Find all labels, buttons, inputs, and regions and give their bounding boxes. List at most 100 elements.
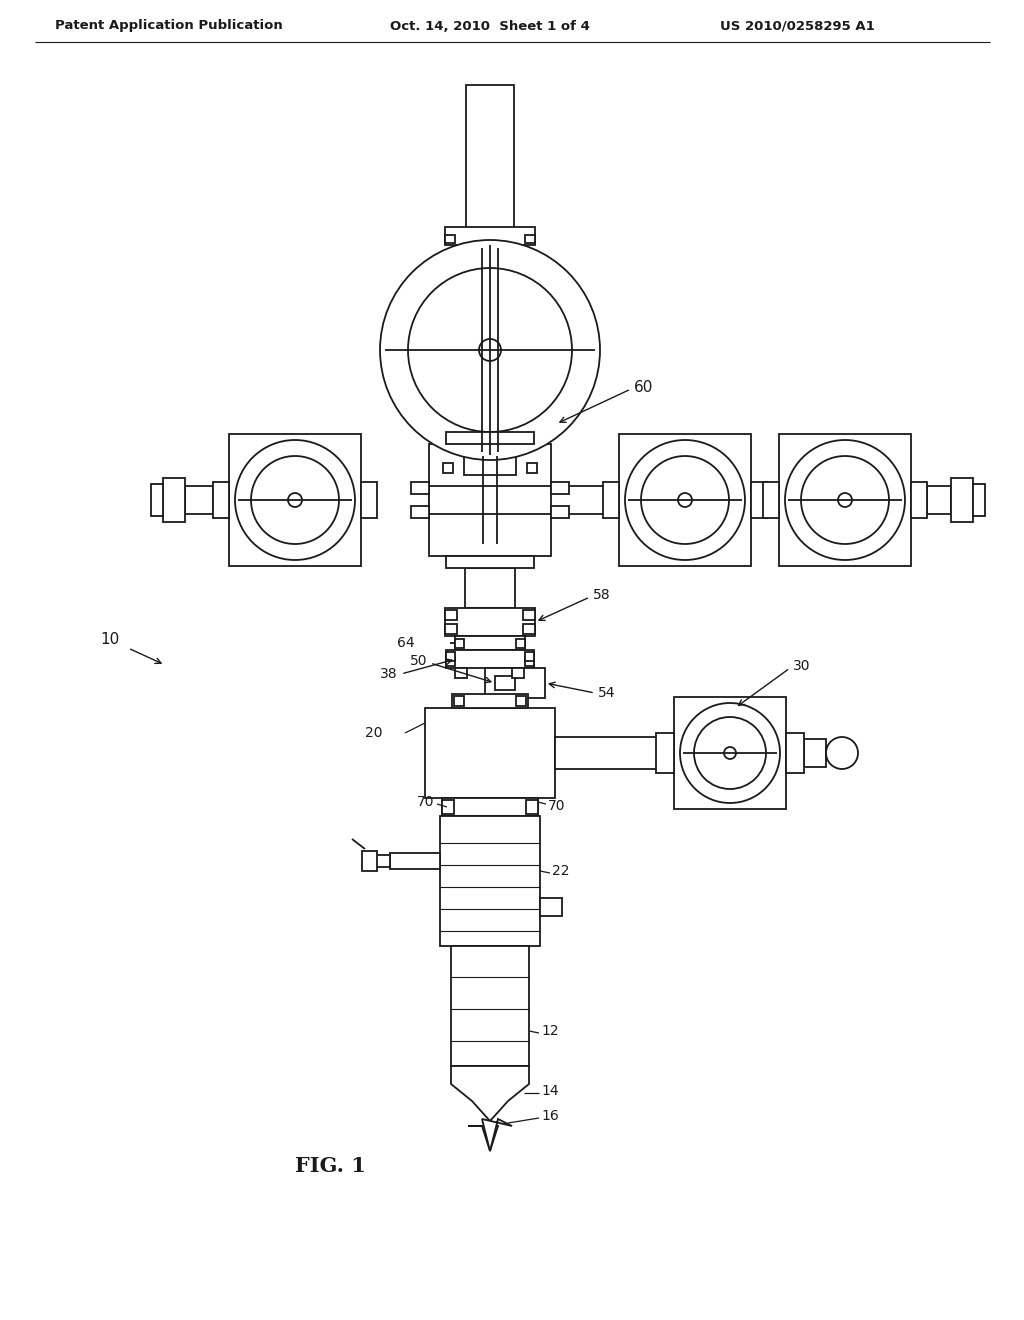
Bar <box>523 610 535 620</box>
Text: 54: 54 <box>598 686 615 700</box>
Text: 50: 50 <box>410 653 427 668</box>
Bar <box>185 486 213 513</box>
Bar <box>464 444 516 475</box>
Bar <box>551 506 569 517</box>
Circle shape <box>680 704 780 803</box>
Bar <box>526 800 538 814</box>
Text: 12: 12 <box>541 1024 559 1038</box>
Bar <box>951 478 973 521</box>
Bar <box>786 733 804 774</box>
Circle shape <box>724 747 736 759</box>
Bar <box>466 84 514 255</box>
Circle shape <box>479 339 501 360</box>
Bar <box>779 434 911 566</box>
Circle shape <box>641 455 729 544</box>
Bar <box>443 455 537 475</box>
Circle shape <box>801 455 889 544</box>
Bar <box>551 486 618 513</box>
Bar <box>927 486 951 513</box>
Bar <box>440 816 540 946</box>
Bar <box>454 255 526 293</box>
Text: Oct. 14, 2010  Sheet 1 of 4: Oct. 14, 2010 Sheet 1 of 4 <box>390 20 590 33</box>
Bar <box>495 676 515 690</box>
Text: 20: 20 <box>366 726 383 741</box>
Circle shape <box>288 492 302 507</box>
Text: 14: 14 <box>541 1084 559 1098</box>
Text: 30: 30 <box>793 659 811 673</box>
Polygon shape <box>482 1119 512 1151</box>
Bar <box>516 696 526 706</box>
Bar <box>451 946 529 1067</box>
Text: 58: 58 <box>593 587 610 602</box>
Bar <box>445 227 535 246</box>
Text: FIG. 1: FIG. 1 <box>295 1156 366 1176</box>
Circle shape <box>785 440 905 560</box>
Bar <box>525 657 534 667</box>
Bar <box>442 800 454 814</box>
Bar <box>429 444 551 556</box>
Text: 22: 22 <box>552 865 569 878</box>
Bar <box>804 739 826 767</box>
Circle shape <box>234 440 355 560</box>
Circle shape <box>678 492 692 507</box>
Bar <box>454 696 464 706</box>
Bar <box>455 636 525 649</box>
Bar <box>229 434 361 566</box>
Bar <box>763 482 779 517</box>
Bar <box>525 652 534 661</box>
Circle shape <box>694 717 766 789</box>
Bar <box>443 463 453 473</box>
Bar <box>445 610 457 620</box>
Text: 16: 16 <box>541 1109 559 1123</box>
Bar <box>390 853 440 869</box>
Bar <box>751 482 767 517</box>
Text: US 2010/0258295 A1: US 2010/0258295 A1 <box>720 20 874 33</box>
Bar <box>151 484 163 516</box>
Bar <box>411 506 429 517</box>
Circle shape <box>838 492 852 507</box>
Bar <box>826 747 842 759</box>
Circle shape <box>380 240 600 459</box>
Bar <box>446 652 455 661</box>
Bar <box>603 482 618 517</box>
Text: 60: 60 <box>634 380 653 395</box>
Bar <box>555 737 662 770</box>
Circle shape <box>251 455 339 544</box>
Bar <box>452 694 528 708</box>
Text: 38: 38 <box>380 667 398 681</box>
Bar <box>618 434 751 566</box>
Bar <box>674 697 786 809</box>
Bar <box>445 624 457 634</box>
Bar <box>446 556 534 568</box>
Bar <box>375 855 390 867</box>
Bar <box>446 432 534 444</box>
Bar <box>425 708 555 799</box>
Bar <box>464 327 516 470</box>
Circle shape <box>625 440 745 560</box>
Bar <box>656 733 674 774</box>
Polygon shape <box>468 1126 498 1151</box>
Bar <box>362 851 377 871</box>
Bar <box>540 898 562 916</box>
Circle shape <box>826 737 858 770</box>
Text: 10: 10 <box>100 632 120 648</box>
Bar <box>523 624 535 634</box>
Text: 64: 64 <box>397 636 415 649</box>
Bar <box>468 698 512 708</box>
Bar <box>450 313 530 327</box>
Bar <box>973 484 985 516</box>
Bar <box>911 482 927 517</box>
Text: Patent Application Publication: Patent Application Publication <box>55 20 283 33</box>
Circle shape <box>408 268 572 432</box>
Bar <box>551 482 569 494</box>
Bar <box>485 668 545 698</box>
Bar <box>445 609 535 636</box>
Bar <box>361 482 377 517</box>
Bar <box>442 293 538 313</box>
Polygon shape <box>451 1067 529 1121</box>
Bar <box>763 486 767 513</box>
Bar <box>446 649 534 668</box>
Bar <box>527 463 537 473</box>
Text: 70: 70 <box>548 799 565 813</box>
Bar <box>445 235 455 243</box>
